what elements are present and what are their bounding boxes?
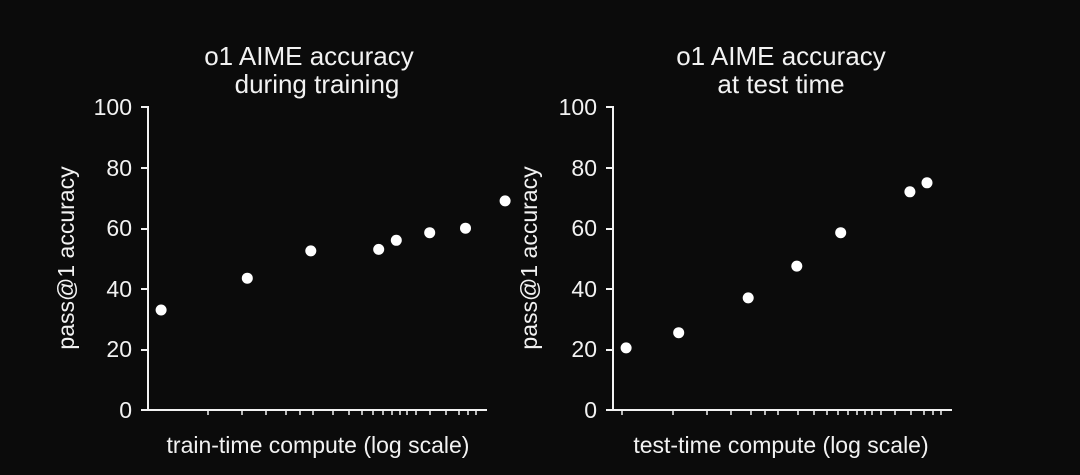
chart-title-line-1: o1 AIME accuracy [204, 41, 414, 71]
data-point [904, 186, 916, 198]
data-point [241, 272, 253, 284]
y-tick-labels: 0 20 40 60 80 100 [94, 94, 132, 423]
scatter-points-training [155, 195, 511, 316]
y-tick-label: 20 [571, 336, 597, 362]
data-point [155, 304, 167, 316]
y-axis [606, 106, 614, 411]
data-point [921, 177, 933, 189]
y-tick-label: 20 [106, 336, 132, 362]
y-tick-label: 0 [119, 397, 132, 423]
y-tick-label: 60 [106, 215, 132, 241]
y-axis [141, 106, 149, 411]
y-tick-label: 100 [94, 94, 132, 120]
y-axis-label: pass@1 accuracy [516, 166, 542, 350]
data-point [835, 227, 847, 239]
scatter-points-test-time [620, 177, 933, 354]
y-tick-label: 60 [571, 215, 597, 241]
y-tick-label: 80 [571, 155, 597, 181]
x-minor-ticks [621, 410, 942, 415]
y-tick-label: 80 [106, 155, 132, 181]
data-point [791, 260, 803, 272]
data-point [373, 243, 385, 255]
x-axis [147, 409, 487, 415]
chart-training: o1 AIME accuracy during training pass@1 … [53, 41, 511, 458]
y-tick-label: 40 [571, 276, 597, 302]
chart-title-line-2: during training [235, 69, 400, 99]
x-axis-label: train-time compute (log scale) [167, 432, 470, 458]
chart-title-line-2: at test time [717, 69, 844, 99]
y-tick-label: 40 [106, 276, 132, 302]
y-tick-labels: 0 20 40 60 80 100 [559, 94, 597, 423]
data-point [460, 222, 471, 234]
data-point [424, 227, 436, 239]
data-point [390, 234, 402, 246]
y-axis-label: pass@1 accuracy [53, 166, 79, 350]
data-point [499, 195, 511, 207]
chart-test-time: o1 AIME accuracy at test time pass@1 acc… [516, 41, 952, 458]
data-point [305, 245, 317, 257]
x-axis [612, 409, 952, 415]
data-point [620, 342, 632, 354]
y-tick-label: 100 [559, 94, 597, 120]
y-tick-label: 0 [584, 397, 597, 423]
data-point [673, 327, 685, 339]
data-point [742, 292, 754, 304]
x-axis-label: test-time compute (log scale) [633, 432, 928, 458]
chart-title-line-1: o1 AIME accuracy [676, 41, 886, 71]
x-minor-ticks [207, 410, 477, 415]
